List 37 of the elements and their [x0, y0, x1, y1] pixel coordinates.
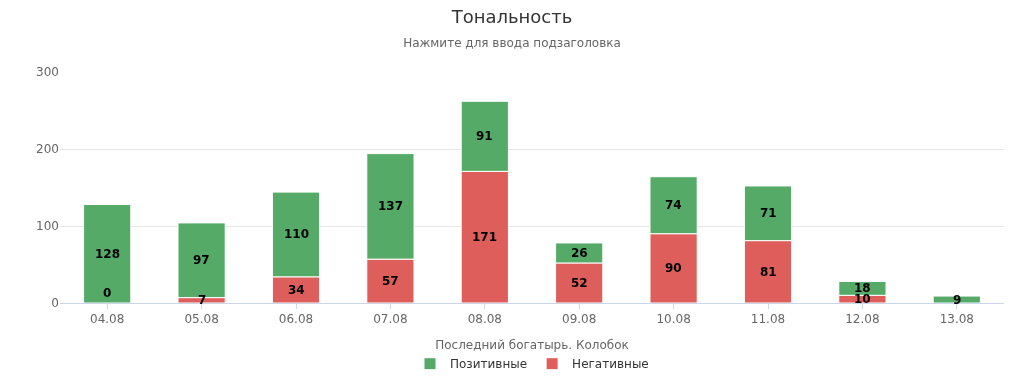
annotation: 0 — [103, 286, 112, 300]
data-label: 91 — [476, 129, 493, 143]
data-label: 10 — [854, 292, 871, 306]
data-label: 26 — [571, 246, 588, 260]
data-label: 52 — [571, 276, 588, 290]
x-tick-label: 13.08 — [939, 312, 974, 327]
data-label: 128 — [95, 247, 121, 261]
legend-label: Позитивные — [450, 357, 528, 372]
data-label: 57 — [382, 274, 399, 288]
x-tick-label: 04.08 — [90, 312, 125, 327]
data-label: 81 — [760, 265, 777, 279]
x-tick-label: 05.08 — [184, 312, 219, 327]
bar — [83, 203, 132, 303]
y-tick-label: 100 — [36, 219, 59, 234]
data-label: 18 — [854, 281, 871, 295]
data-label: 137 — [378, 199, 404, 213]
x-tick-label: 09.08 — [562, 312, 597, 327]
x-tick-label: 10.08 — [656, 312, 691, 327]
chart-subtitle: Нажмите для ввода подзаголовка — [403, 35, 621, 50]
data-label: 34 — [288, 283, 305, 297]
data-label: 97 — [193, 253, 210, 267]
legend-label: Негативные — [572, 357, 649, 372]
data-label: 71 — [760, 206, 777, 220]
x-tick-label: 06.08 — [278, 312, 314, 327]
x-axis-title: Последний богатырь. Колобок — [435, 338, 629, 353]
data-label: 171 — [472, 230, 498, 244]
x-tick-label: 12.08 — [845, 312, 880, 327]
x-tick-label: 07.08 — [373, 312, 408, 327]
y-tick-label: 300 — [36, 65, 59, 80]
y-tick-label: 0 — [51, 296, 59, 311]
x-tick-label: 08.08 — [467, 312, 502, 327]
y-tick-label: 200 — [36, 142, 59, 157]
data-label: 90 — [665, 261, 682, 275]
x-tick-label: 11.08 — [750, 312, 786, 327]
data-label: 74 — [665, 198, 682, 212]
chart-title: Тональность — [450, 6, 573, 28]
data-label: 110 — [284, 227, 310, 241]
